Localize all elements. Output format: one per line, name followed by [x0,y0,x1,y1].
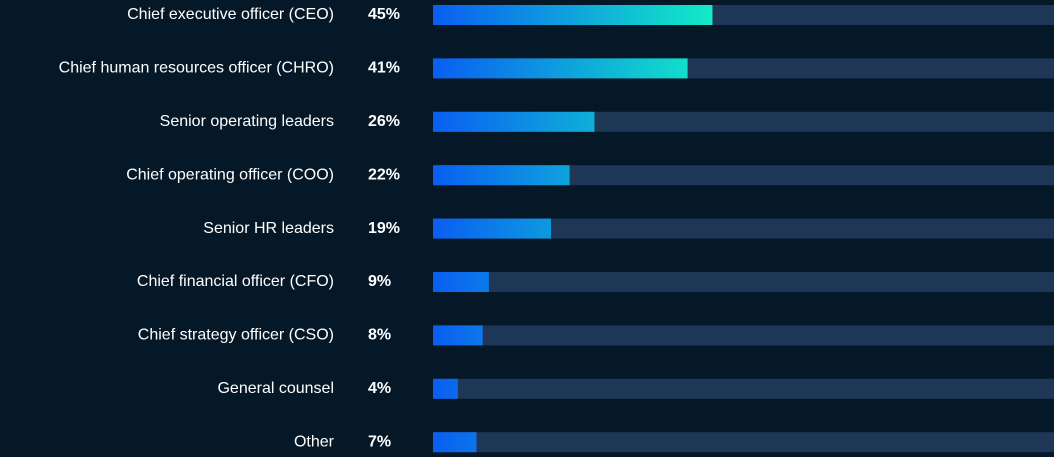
bar-track [433,218,1054,239]
category-label: Chief financial officer (CFO) [137,273,334,290]
category-label: Senior HR leaders [203,220,334,237]
category-label: Chief operating officer (COO) [126,166,334,183]
value-label: 41% [368,60,400,77]
category-label: Chief strategy officer (CSO) [138,327,334,344]
bar [433,218,551,239]
value-label: 22% [368,166,400,183]
category-label: Other [294,433,335,450]
bar [433,378,458,399]
value-label: 8% [368,327,391,344]
bar [433,165,570,186]
category-label: Chief executive officer (CEO) [127,6,334,23]
category-label: Senior operating leaders [160,113,334,130]
value-label: 19% [368,220,400,237]
bar [433,272,489,292]
bar [433,432,477,453]
bar-track [433,378,1054,399]
value-label: 26% [368,113,400,130]
bar-track [433,432,1054,453]
value-label: 45% [368,6,400,23]
category-label: Chief human resources officer (CHRO) [59,60,334,77]
value-label: 9% [368,273,391,290]
bar [433,58,688,79]
value-label: 7% [368,433,391,450]
bar [433,111,595,132]
bar-track [433,165,1054,186]
category-label: General counsel [217,380,334,397]
bar-track [433,325,1054,346]
bar [433,325,483,346]
bar [433,5,713,25]
bar-track [433,272,1054,292]
value-label: 4% [368,380,391,397]
